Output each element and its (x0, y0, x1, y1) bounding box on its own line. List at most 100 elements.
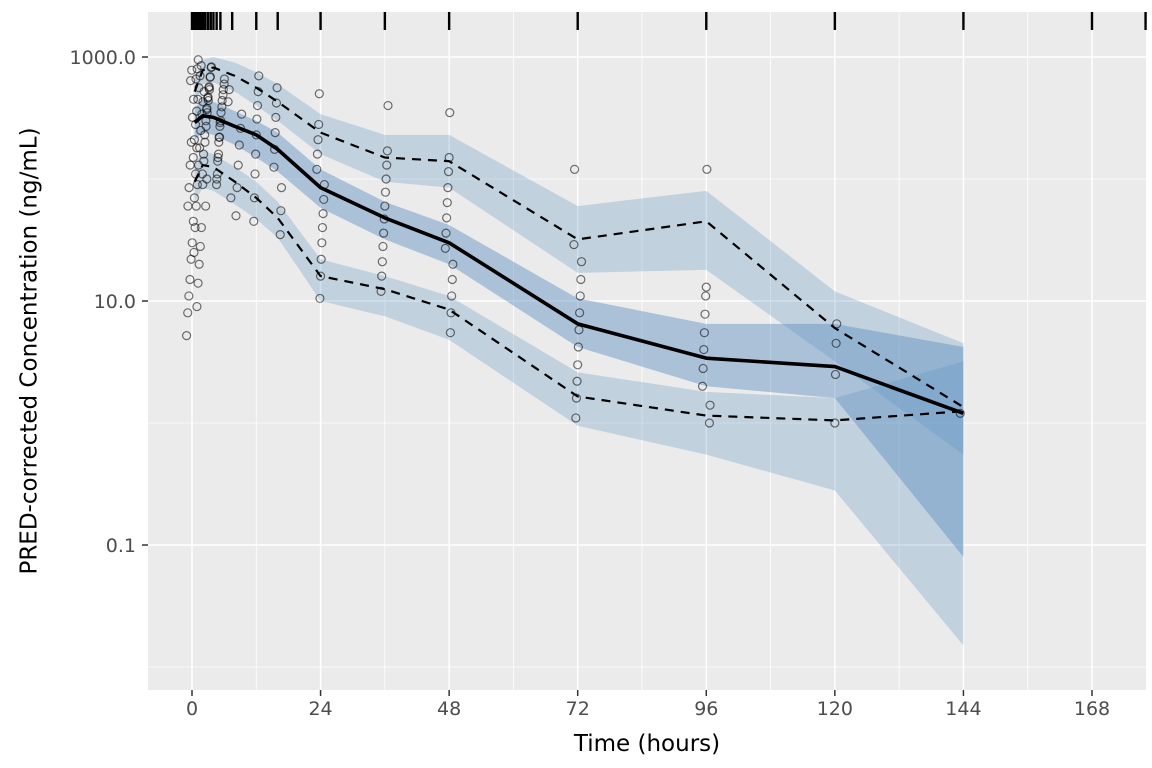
observation-point (217, 102, 227, 112)
observation-point (218, 85, 228, 95)
observation-point (249, 193, 259, 203)
observation-point (271, 98, 282, 108)
observation-point (253, 87, 263, 97)
observation-point (443, 166, 454, 177)
observation-point (830, 369, 841, 380)
observation-point (318, 209, 328, 219)
observation-point (254, 71, 264, 81)
observation-point (198, 179, 208, 190)
observation-point (380, 187, 391, 197)
observation-point (271, 112, 281, 122)
observation-point (442, 198, 452, 208)
observation-point (218, 90, 228, 100)
observation-point (379, 214, 389, 224)
observation-point (315, 293, 325, 304)
observation-point (213, 156, 223, 166)
observation-point (383, 100, 393, 111)
observation-point (234, 140, 244, 150)
observation-point (190, 222, 200, 233)
observation-point (215, 121, 225, 131)
observation-point (445, 108, 455, 118)
observation-point (270, 128, 280, 138)
x-tick-label: 168 (1074, 698, 1110, 720)
y-tick-label: 1000.0 (70, 47, 136, 69)
observation-point (217, 95, 227, 106)
x-axis-title: Time (hours) (573, 731, 721, 757)
observation-point (440, 243, 450, 253)
observation-point (252, 114, 262, 124)
observation-point (188, 152, 198, 163)
observation-point (201, 121, 211, 131)
observation-point (233, 160, 243, 170)
observation-point (382, 160, 392, 170)
observation-point (196, 222, 207, 233)
observation-point (573, 360, 583, 370)
x-axis: 0 24 48 72 96 120 144 168 (186, 690, 1110, 720)
observation-points (181, 55, 965, 428)
ribbon-p95_ci (194, 57, 964, 455)
observation-point (212, 174, 222, 184)
observation-point (698, 363, 708, 374)
observation-point (269, 144, 280, 154)
observation-point (572, 376, 582, 386)
observation-point (252, 100, 263, 111)
observation-point (319, 194, 329, 205)
observation-point (832, 319, 842, 329)
observation-point (188, 216, 198, 226)
observation-point (701, 282, 711, 292)
observation-point (216, 116, 226, 126)
observation-point (251, 130, 261, 140)
observation-point (830, 418, 840, 428)
observation-point (700, 309, 710, 319)
observation-point (313, 135, 323, 145)
observation-point (697, 381, 708, 391)
observation-point (575, 308, 585, 318)
observation-point (192, 64, 202, 74)
observation-point (197, 169, 208, 179)
observation-point (251, 149, 261, 159)
observation-point (382, 146, 392, 156)
observation-point (569, 164, 580, 174)
observation-point (442, 213, 452, 223)
observation-point (205, 72, 215, 83)
observation-point (249, 216, 259, 226)
observation-point (194, 259, 204, 269)
observation-point (224, 85, 234, 95)
observation-point (312, 149, 323, 159)
observation-point (232, 183, 242, 193)
observation-point (188, 94, 199, 104)
observation-point (187, 238, 197, 248)
observation-point (223, 97, 233, 107)
observation-point (235, 123, 246, 133)
time-rug (190, 12, 1147, 30)
observation-point (317, 238, 327, 248)
observation-point (314, 119, 324, 130)
x-tick-label: 120 (817, 698, 853, 720)
observation-point (441, 228, 451, 238)
observation-point (192, 301, 202, 312)
observation-point (699, 328, 709, 338)
observation-point (185, 274, 195, 285)
observation-point (571, 413, 581, 423)
observation-point (213, 152, 223, 163)
observation-point (184, 183, 194, 193)
observation-point (377, 257, 387, 267)
observation-point (198, 149, 209, 159)
grid-minor (148, 12, 1146, 690)
observation-point (219, 74, 230, 84)
observation-point (377, 271, 387, 281)
x-tick-label: 72 (566, 698, 590, 720)
observation-point (200, 130, 210, 140)
y-axis: 1000.0 10.0 0.1 (70, 47, 148, 557)
observation-point (193, 94, 203, 104)
observation-point (381, 174, 391, 184)
observation-point (448, 259, 458, 269)
observation-point (206, 62, 216, 73)
observation-point (191, 74, 201, 84)
prediction-ribbons (194, 57, 964, 646)
observation-point (211, 179, 222, 190)
median-line (193, 113, 965, 416)
observation-point (192, 106, 202, 116)
observation-point (192, 179, 202, 190)
